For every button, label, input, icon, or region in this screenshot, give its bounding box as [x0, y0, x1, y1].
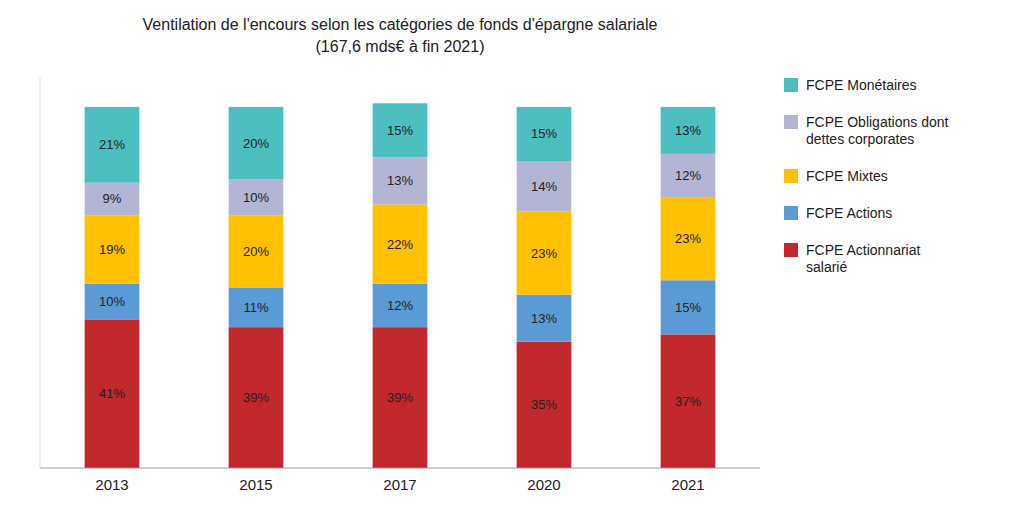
bar-segment [517, 212, 572, 295]
legend-label: FCPE Obligations dontdettes corporates [806, 114, 949, 147]
bar-segment [373, 204, 428, 283]
bar-segment [373, 157, 428, 204]
data-label: 15% [675, 300, 701, 315]
data-label: 13% [675, 123, 701, 138]
legend-label: FCPE Actionnariatsalarié [806, 242, 920, 275]
data-label: 13% [387, 173, 413, 188]
legend-label-line: dettes corporates [806, 131, 914, 147]
data-label: 13% [531, 311, 557, 326]
bar-segment [517, 107, 572, 161]
legend-label: FCPE Monétaires [806, 77, 916, 93]
legend: FCPE Monétaires FCPE Obligations dontdett… [784, 77, 949, 275]
data-label: 39% [243, 390, 269, 405]
bar-segment [229, 287, 284, 327]
x-tick-label: 2020 [527, 476, 560, 493]
data-label: 41% [99, 386, 125, 401]
data-label: 19% [99, 242, 125, 257]
bar-segment [85, 320, 140, 468]
bar-segment [85, 183, 140, 216]
bar-segment [85, 107, 140, 183]
data-label: 39% [387, 390, 413, 405]
x-tick-label: 2013 [95, 476, 128, 493]
bar-segment [661, 107, 716, 154]
title: Ventilation de l'encours selon les catég… [143, 16, 658, 33]
data-label: 12% [675, 168, 701, 183]
data-label: 21% [99, 137, 125, 152]
legend-swatch [784, 78, 798, 92]
data-label: 22% [387, 237, 413, 252]
legend-label: FCPE Mixtes [806, 168, 888, 184]
data-label: 10% [99, 294, 125, 309]
x-tick-label: 2021 [671, 476, 704, 493]
data-labels: 41% 39% 39% 35% 37% 10% 11% 12% 13% 15% 19% 20% 22% 2… [99, 123, 701, 412]
data-label: 9% [103, 191, 122, 206]
bar-segment [517, 342, 572, 468]
bar-segment [373, 327, 428, 468]
chart: Ventilation de l'encours selon les catég… [0, 0, 1024, 511]
bar-segment [85, 284, 140, 320]
data-label: 10% [243, 190, 269, 205]
data-label: 20% [243, 244, 269, 259]
data-label: 23% [531, 246, 557, 261]
bar-segment [517, 295, 572, 342]
bar-segment [229, 327, 284, 468]
data-label: 20% [243, 136, 269, 151]
data-label: 15% [531, 126, 557, 141]
legend-swatch [784, 169, 798, 183]
data-label: 12% [387, 298, 413, 313]
bar-segment [229, 107, 284, 179]
legend-swatch [784, 206, 798, 220]
bar-segment [517, 161, 572, 212]
legend-label-line: salarié [806, 259, 847, 275]
legend-label-line: FCPE Actionnariat [806, 242, 920, 258]
data-label: 15% [387, 123, 413, 138]
legend-label: FCPE Actions [806, 205, 892, 221]
bar-segment [229, 179, 284, 215]
data-label: 11% [243, 300, 268, 315]
subtitle: (167,6 mds€ à fin 2021) [316, 38, 485, 55]
legend-swatch [784, 115, 798, 129]
legend-label-line: FCPE Monétaires [806, 77, 916, 93]
bars [85, 103, 716, 468]
data-label: 14% [531, 179, 557, 194]
bar-segment [85, 215, 140, 284]
legend-label-line: FCPE Mixtes [806, 168, 888, 184]
bar-segment [661, 334, 716, 468]
x-tick-label: 2015 [239, 476, 272, 493]
x-axis [40, 468, 760, 469]
legend-label-line: FCPE Obligations dont [806, 114, 949, 130]
data-label: 23% [675, 231, 701, 246]
bar-segment [229, 215, 284, 287]
data-label: 35% [531, 397, 557, 412]
y-axis [40, 78, 41, 468]
bar-segment [373, 103, 428, 157]
bar-segment [661, 197, 716, 280]
data-label: 37% [675, 394, 701, 409]
bar-segment [661, 154, 716, 197]
bar-segment [661, 280, 716, 334]
bar-segment [373, 284, 428, 327]
legend-swatch [784, 243, 798, 257]
legend-label-line: FCPE Actions [806, 205, 892, 221]
x-tick-label: 2017 [383, 476, 416, 493]
